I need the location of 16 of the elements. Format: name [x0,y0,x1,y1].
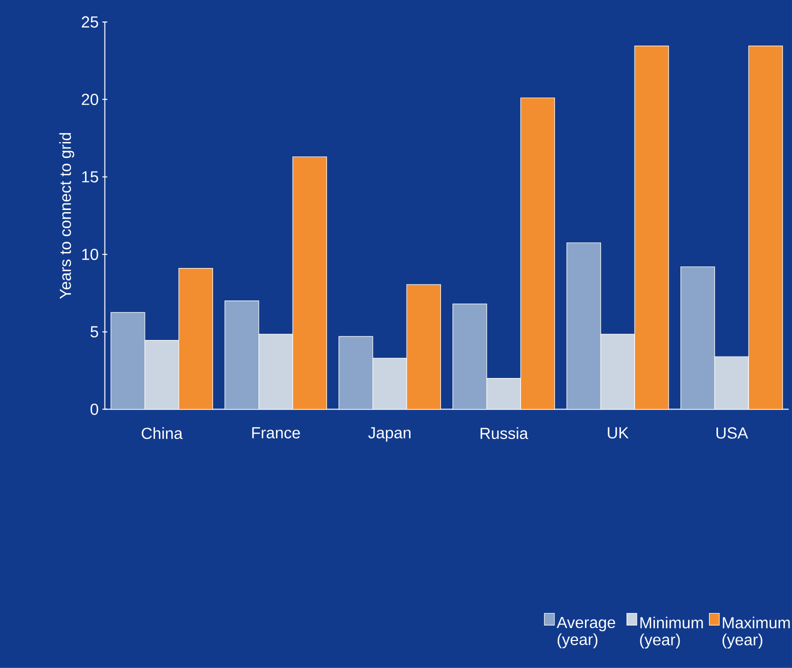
y-tick-label: 15 [82,171,98,183]
x-tick-label: Japan [368,427,410,442]
legend-label: Average (year) [556,617,616,648]
y-tick-label: 20 [82,94,98,106]
y-tick-label: 10 [82,248,98,260]
y-tick-label: 25 [82,16,98,28]
x-tick-label: USA [716,427,748,439]
y-tick-label: 0 [90,404,98,416]
y-axis-title: Years to connect to grid [59,133,74,299]
x-tick-label: France [252,427,300,439]
legend-label: Maximum (year) [722,616,790,649]
x-tick-label: Russia [480,427,528,440]
x-tick-label: UK [608,427,629,439]
legend-label: Minimum (year) [640,616,703,649]
x-tick-label: China [142,427,183,440]
y-tick-label: 5 [90,326,98,338]
